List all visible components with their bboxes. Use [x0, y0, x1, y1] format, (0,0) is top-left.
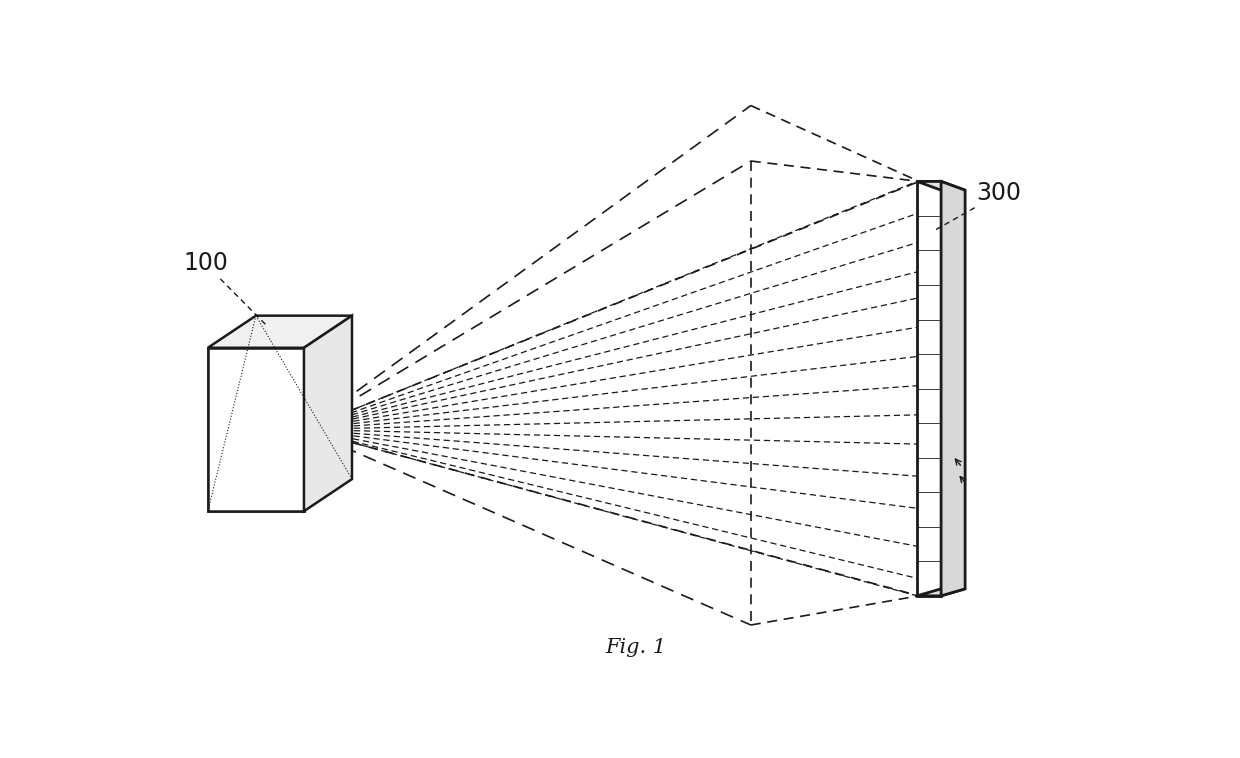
Text: Fig. 1: Fig. 1 — [605, 638, 666, 657]
Polygon shape — [918, 181, 965, 190]
Polygon shape — [304, 315, 352, 511]
Text: 300: 300 — [977, 180, 1022, 205]
Polygon shape — [208, 348, 304, 511]
Polygon shape — [208, 348, 304, 511]
Polygon shape — [918, 181, 941, 596]
Polygon shape — [941, 181, 965, 596]
Text: 100: 100 — [184, 251, 228, 275]
Polygon shape — [918, 589, 965, 596]
Polygon shape — [208, 315, 352, 348]
